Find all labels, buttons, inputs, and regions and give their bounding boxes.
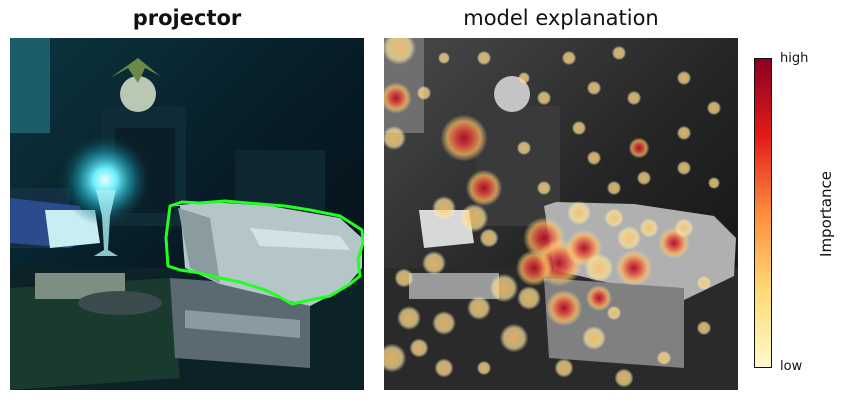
heat-spot (476, 360, 492, 376)
heat-spot (674, 218, 694, 238)
importance-colorbar (754, 58, 772, 368)
heat-spot (518, 72, 530, 84)
heat-spot (440, 114, 488, 162)
heat-spot (606, 180, 622, 196)
heat-spot (582, 326, 606, 350)
heat-spot (626, 90, 642, 106)
heat-spot (561, 50, 577, 66)
heat-spot (639, 218, 659, 238)
heat-spot (459, 203, 489, 233)
heat-spot (515, 249, 553, 287)
heat-spot (434, 358, 454, 378)
heat-spot (586, 285, 612, 311)
heat-spot (636, 170, 652, 186)
heat-spot (432, 311, 456, 335)
heat-spot (696, 320, 712, 336)
heat-spot (617, 226, 641, 250)
heat-spot (604, 208, 624, 228)
projector-outline (164, 199, 364, 306)
heat-spot (479, 228, 499, 248)
heat-spot (384, 126, 406, 150)
heat-spot (422, 251, 446, 275)
heat-spot (554, 358, 574, 378)
heat-spot (545, 289, 583, 327)
heat-spot (536, 90, 552, 106)
heat-spot (438, 52, 450, 64)
heat-spot (571, 120, 587, 136)
heat-spot (499, 323, 529, 353)
heat-spot (567, 201, 591, 225)
heat-spot (394, 268, 414, 288)
heat-spot (615, 249, 653, 287)
heat-spot (586, 150, 602, 166)
heat-spot (516, 140, 532, 156)
heat-spot (384, 82, 412, 114)
heat-spot (586, 80, 602, 96)
importance-heat-spots (384, 38, 722, 388)
heat-spot (467, 296, 491, 320)
heat-spot (628, 137, 650, 159)
heat-spot (536, 180, 552, 196)
heat-spot (517, 286, 541, 310)
heat-spot (584, 253, 614, 283)
heat-spot (465, 169, 503, 207)
heat-spot (476, 50, 492, 66)
left-panel-title: projector (132, 6, 242, 30)
heat-spot (696, 275, 712, 291)
heat-spot (606, 305, 622, 321)
right-panel-title: model explanation (463, 6, 659, 30)
heat-spot (676, 160, 692, 176)
heat-spot (676, 125, 692, 141)
colorbar-label: Importance (817, 171, 835, 257)
colorbar-tick-high: high (780, 51, 809, 66)
heat-spot (384, 38, 416, 65)
heat-spot (614, 368, 634, 388)
heat-spot (656, 350, 672, 366)
heat-spot (676, 70, 692, 86)
heat-spot (409, 338, 429, 358)
heat-spot (384, 343, 407, 373)
heat-spot (397, 306, 421, 330)
heat-spot (706, 100, 722, 116)
heat-spot (611, 45, 627, 61)
heat-spot (432, 196, 456, 220)
heat-spot (489, 273, 519, 303)
heat-spot (708, 177, 720, 189)
projector-photo (10, 38, 364, 390)
heat-spot (416, 85, 432, 101)
colorbar-tick-low: low (780, 359, 803, 374)
model-explanation-heatmap (384, 38, 738, 390)
